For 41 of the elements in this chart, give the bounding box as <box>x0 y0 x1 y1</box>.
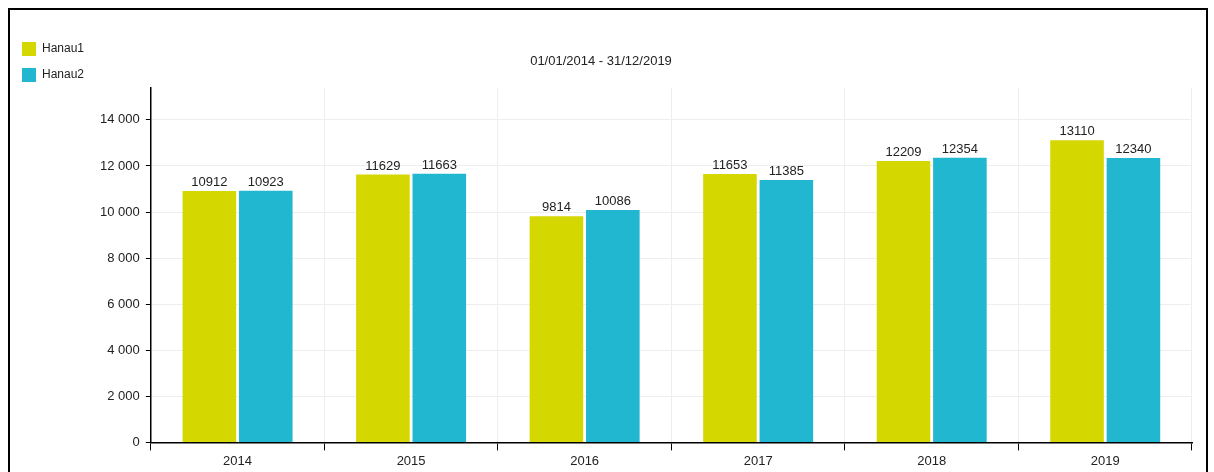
bar <box>182 191 237 442</box>
x-tick-label: 2015 <box>396 452 426 468</box>
y-tick-label: 14 000 <box>100 111 140 127</box>
bar <box>238 190 293 442</box>
x-tick-label: 2018 <box>917 452 947 468</box>
y-tick-label: 12 000 <box>100 157 140 173</box>
y-tick-label: 10 000 <box>100 203 140 219</box>
bar <box>529 216 584 442</box>
x-tick-label: 2019 <box>1090 452 1120 468</box>
x-tick-label: 2017 <box>743 452 773 468</box>
data-label: 10912 <box>191 174 228 190</box>
legend-label: Hanau2 <box>42 67 85 82</box>
data-label: 11629 <box>365 157 401 173</box>
bar <box>876 161 931 442</box>
legend-label: Hanau1 <box>42 41 85 56</box>
x-tick-label: 2016 <box>570 452 600 468</box>
y-tick-label: 4 000 <box>107 341 140 357</box>
data-label: 12340 <box>1115 141 1152 157</box>
data-label: 11385 <box>768 163 804 179</box>
data-label: 11653 <box>712 157 748 173</box>
data-label: 12354 <box>941 140 978 156</box>
y-tick-label: 2 000 <box>107 387 140 403</box>
bar <box>356 174 410 442</box>
bar <box>759 180 814 442</box>
bar <box>586 210 640 442</box>
bar <box>703 173 757 442</box>
data-label: 10086 <box>594 193 631 209</box>
chart-title: 01/01/2014 - 31/12/2019 <box>530 53 672 69</box>
y-tick-label: 8 000 <box>107 249 140 265</box>
y-tick-label: 6 000 <box>107 295 140 311</box>
bar <box>1050 140 1104 442</box>
bar <box>412 173 467 442</box>
data-label: 13110 <box>1059 123 1095 139</box>
data-label: 11663 <box>421 156 457 172</box>
data-label: 12209 <box>885 144 922 160</box>
x-tick-label: 2014 <box>223 452 253 468</box>
bar <box>933 157 987 442</box>
data-label: 10923 <box>247 173 284 189</box>
data-label: 9814 <box>541 199 571 215</box>
y-tick-label: 0 <box>132 433 140 449</box>
bar <box>1106 158 1161 442</box>
